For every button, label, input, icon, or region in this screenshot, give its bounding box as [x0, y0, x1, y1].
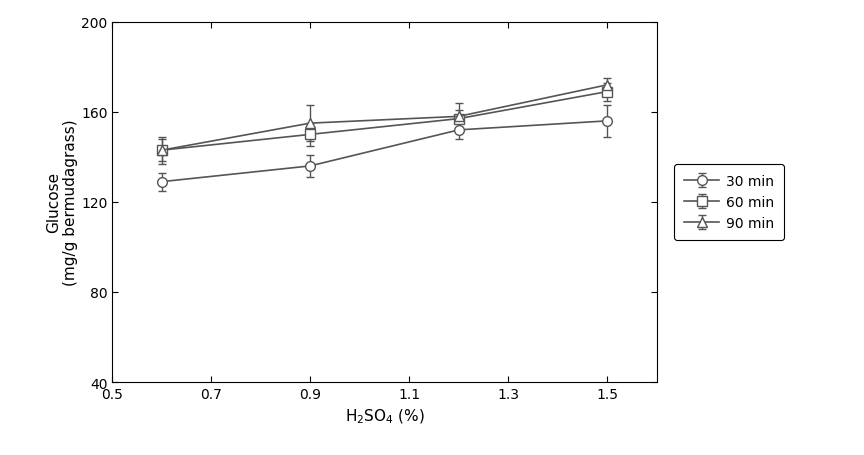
Legend: 30 min, 60 min, 90 min: 30 min, 60 min, 90 min: [675, 165, 784, 240]
X-axis label: H$_2$SO$_4$ (%): H$_2$SO$_4$ (%): [345, 407, 424, 425]
Y-axis label: Glucose
(mg/g bermudagrass): Glucose (mg/g bermudagrass): [46, 119, 78, 286]
